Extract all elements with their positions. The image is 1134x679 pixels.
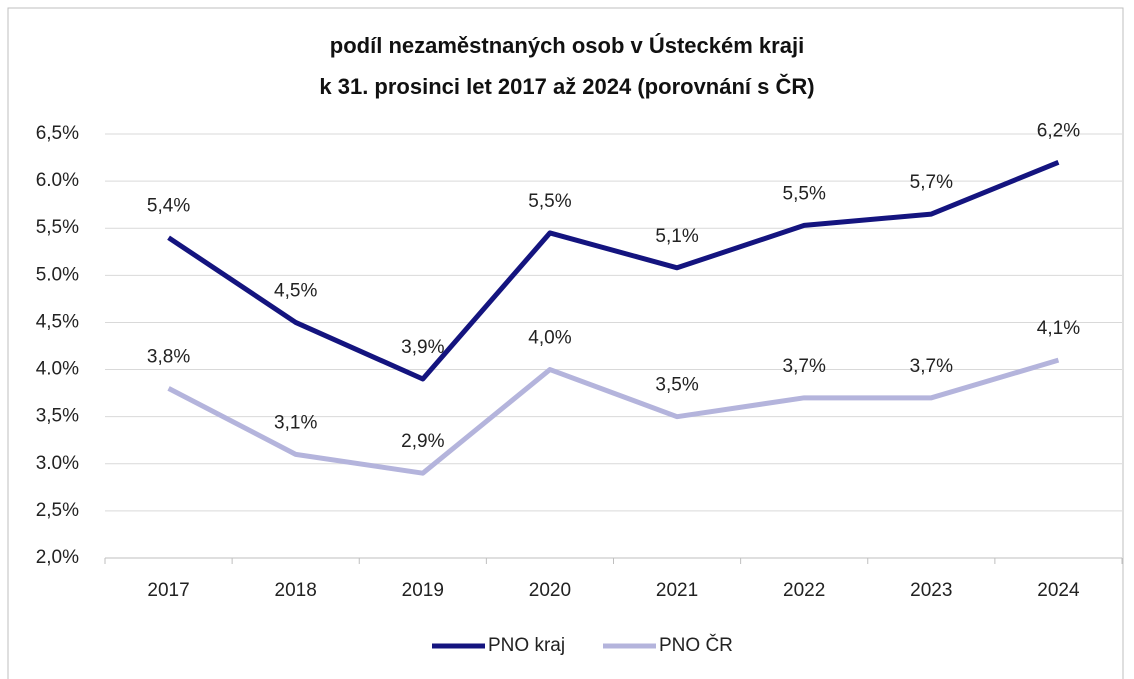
x-tick-label: 2018 — [275, 580, 317, 601]
y-tick-label: 5.0% — [36, 264, 79, 285]
y-tick-label: 2,5% — [36, 500, 79, 521]
data-label: 3,5% — [655, 375, 698, 396]
chart-title: podíl nezaměstnaných osob v Ústeckém kra… — [330, 33, 804, 58]
x-tick-label: 2020 — [529, 580, 571, 601]
y-tick-label: 4.0% — [36, 359, 79, 380]
x-tick-label: 2024 — [1037, 580, 1080, 601]
chart-title: k 31. prosinci let 2017 až 2024 (porovná… — [319, 74, 814, 99]
data-label: 3,7% — [783, 356, 826, 377]
data-label: 3,9% — [401, 337, 444, 358]
data-label: 4,1% — [1037, 318, 1080, 339]
x-tick-label: 2023 — [910, 580, 952, 601]
y-tick-label: 2,0% — [36, 547, 79, 568]
y-tick-label: 3.0% — [36, 453, 79, 474]
data-label: 4,5% — [274, 280, 317, 301]
data-label: 5,5% — [528, 191, 571, 212]
x-tick-label: 2021 — [656, 580, 698, 601]
data-label: 5,4% — [147, 196, 190, 217]
legend-label: PNO ČR — [659, 634, 733, 656]
y-tick-label: 5,5% — [36, 217, 79, 238]
chart-border — [7, 7, 1124, 679]
series-line — [167, 357, 1060, 476]
data-label: 5,1% — [655, 226, 698, 247]
data-label: 3,7% — [910, 356, 953, 377]
y-tick-label: 4,5% — [36, 311, 79, 332]
data-label: 3,1% — [274, 412, 317, 433]
legend-label: PNO kraj — [488, 635, 565, 656]
data-label: 5,7% — [910, 172, 953, 193]
data-label: 3,8% — [147, 346, 190, 367]
series-line — [167, 159, 1060, 382]
data-label: 2,9% — [401, 431, 444, 452]
data-label: 5,5% — [783, 183, 826, 204]
data-label: 6,2% — [1037, 120, 1080, 141]
y-tick-label: 3,5% — [36, 406, 79, 427]
x-tick-label: 2019 — [402, 580, 444, 601]
data-label: 4,0% — [528, 328, 571, 349]
y-tick-label: 6.0% — [36, 170, 79, 191]
x-tick-label: 2022 — [783, 580, 825, 601]
y-tick-label: 6,5% — [36, 123, 79, 144]
x-tick-label: 2017 — [147, 580, 189, 601]
